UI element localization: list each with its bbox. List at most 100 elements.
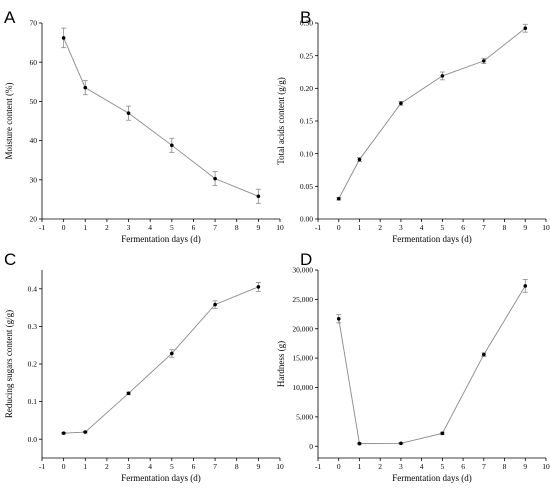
x-tick-label: 1	[83, 223, 87, 232]
x-tick-label: 10	[542, 462, 550, 471]
y-tick-label: 60	[30, 58, 38, 67]
data-point	[336, 196, 341, 201]
panel-letter: C	[4, 250, 16, 269]
y-tick-label: 10,000	[292, 383, 313, 392]
y-axis-label: Moisture content (%)	[4, 83, 14, 160]
data-point	[482, 352, 486, 357]
x-tick-label: 5	[170, 462, 174, 471]
x-tick-label: -1	[39, 223, 45, 232]
data-point	[482, 59, 486, 63]
x-tick-label: 10	[276, 462, 284, 471]
x-tick-label: 6	[192, 223, 196, 232]
x-tick-label: 5	[440, 223, 444, 232]
x-tick-label: 0	[62, 223, 66, 232]
series-line	[338, 285, 526, 445]
x-tick-label: 2	[105, 462, 109, 471]
data-point	[213, 176, 217, 181]
data-point	[126, 391, 131, 396]
x-tick-label: 8	[503, 462, 507, 471]
x-tick-label: 10	[542, 223, 550, 232]
x-tick-label: 8	[503, 223, 507, 232]
data-point	[256, 194, 261, 199]
x-tick-label: 7	[213, 223, 217, 232]
x-tick-label: 9	[256, 462, 260, 471]
x-tick-label: 3	[399, 223, 403, 232]
x-tick-label: 0	[62, 462, 66, 471]
y-tick-label: 0.2	[28, 360, 38, 369]
data-point	[126, 111, 131, 115]
y-tick-label: 0.1	[28, 397, 38, 406]
data-point	[440, 431, 445, 436]
y-tick-label: 0.25	[300, 51, 313, 60]
data-point	[523, 284, 528, 288]
x-tick-label: 0	[337, 462, 341, 471]
y-axis-label: Total acids content (g/g)	[276, 77, 286, 165]
x-tick-label: 3	[127, 223, 131, 232]
y-tick-label: 0.30	[300, 19, 313, 28]
panel-letter: B	[300, 8, 311, 27]
y-tick-label: 20,000	[292, 324, 313, 333]
x-tick-label: 0	[337, 223, 341, 232]
y-tick-label: 20	[30, 215, 38, 224]
y-tick-label: 0.4	[28, 284, 38, 293]
series-line	[338, 27, 526, 199]
x-axis-label: Fermentation days (d)	[392, 473, 471, 483]
y-tick-label: 0.3	[28, 322, 38, 331]
x-tick-label: -1	[39, 462, 45, 471]
y-tick-label: 0.0	[28, 435, 38, 444]
series-line	[63, 286, 259, 434]
y-axis-label: Hardness (g)	[276, 341, 286, 387]
x-axis-label: Fermentation days (d)	[121, 234, 200, 244]
x-tick-label: 9	[523, 223, 527, 232]
x-tick-label: 1	[358, 223, 362, 232]
y-tick-label: 40	[30, 136, 38, 145]
y-tick-label: 30,000	[292, 266, 313, 275]
data-point	[357, 441, 362, 446]
x-axis-label: Fermentation days (d)	[121, 473, 200, 483]
x-tick-label: -1	[315, 223, 321, 232]
data-point	[83, 430, 88, 434]
data-point	[170, 351, 174, 356]
data-point	[170, 143, 174, 148]
x-tick-label: 2	[378, 462, 382, 471]
y-tick-label: 0.20	[300, 84, 313, 93]
y-tick-label: 0.00	[300, 215, 313, 224]
y-tick-label: 0	[309, 442, 313, 451]
panel-c: C -1 0 1 2 3 4 5 6 7 8 9 10 0.0 0.1 0.2 0.3 0.4 Fermentati…	[4, 250, 284, 483]
x-tick-label: 1	[358, 462, 362, 471]
y-tick-label: 25,000	[292, 295, 313, 304]
x-tick-label: 7	[213, 462, 217, 471]
x-tick-label: 2	[105, 223, 109, 232]
x-tick-label: 9	[256, 223, 260, 232]
panel-b: B -1 0 1 2 3 4 5 6 7 8 9 10 0.00 0.05 0.10 0.15 0.20 0.25 0…	[276, 8, 550, 244]
data-point	[61, 431, 66, 435]
x-tick-label: 4	[420, 462, 424, 471]
x-tick-label: -1	[315, 462, 321, 471]
x-tick-label: 6	[461, 223, 465, 232]
x-tick-label: 9	[523, 462, 527, 471]
x-tick-label: 4	[148, 223, 152, 232]
x-axis-label: Fermentation days (d)	[392, 234, 471, 244]
y-tick-label: 15,000	[292, 354, 313, 363]
x-tick-label: 2	[378, 223, 382, 232]
x-tick-label: 5	[170, 223, 174, 232]
x-tick-label: 1	[83, 462, 87, 471]
data-point	[440, 74, 445, 78]
x-tick-label: 6	[192, 462, 196, 471]
y-axis-label: Reducing sugars content (g/g)	[4, 310, 14, 418]
x-tick-label: 5	[440, 462, 444, 471]
data-point	[256, 285, 261, 289]
panel-letter: D	[300, 250, 312, 269]
data-point	[213, 302, 217, 307]
panel-letter: A	[4, 8, 16, 27]
y-tick-label: 0.15	[300, 117, 313, 126]
data-point	[399, 101, 403, 106]
y-tick-label: 30	[30, 175, 38, 184]
data-point	[399, 441, 403, 446]
x-tick-label: 7	[482, 223, 486, 232]
x-tick-label: 6	[461, 462, 465, 471]
series-line	[63, 37, 259, 197]
y-tick-label: 5,000	[296, 412, 313, 421]
x-tick-label: 4	[148, 462, 152, 471]
